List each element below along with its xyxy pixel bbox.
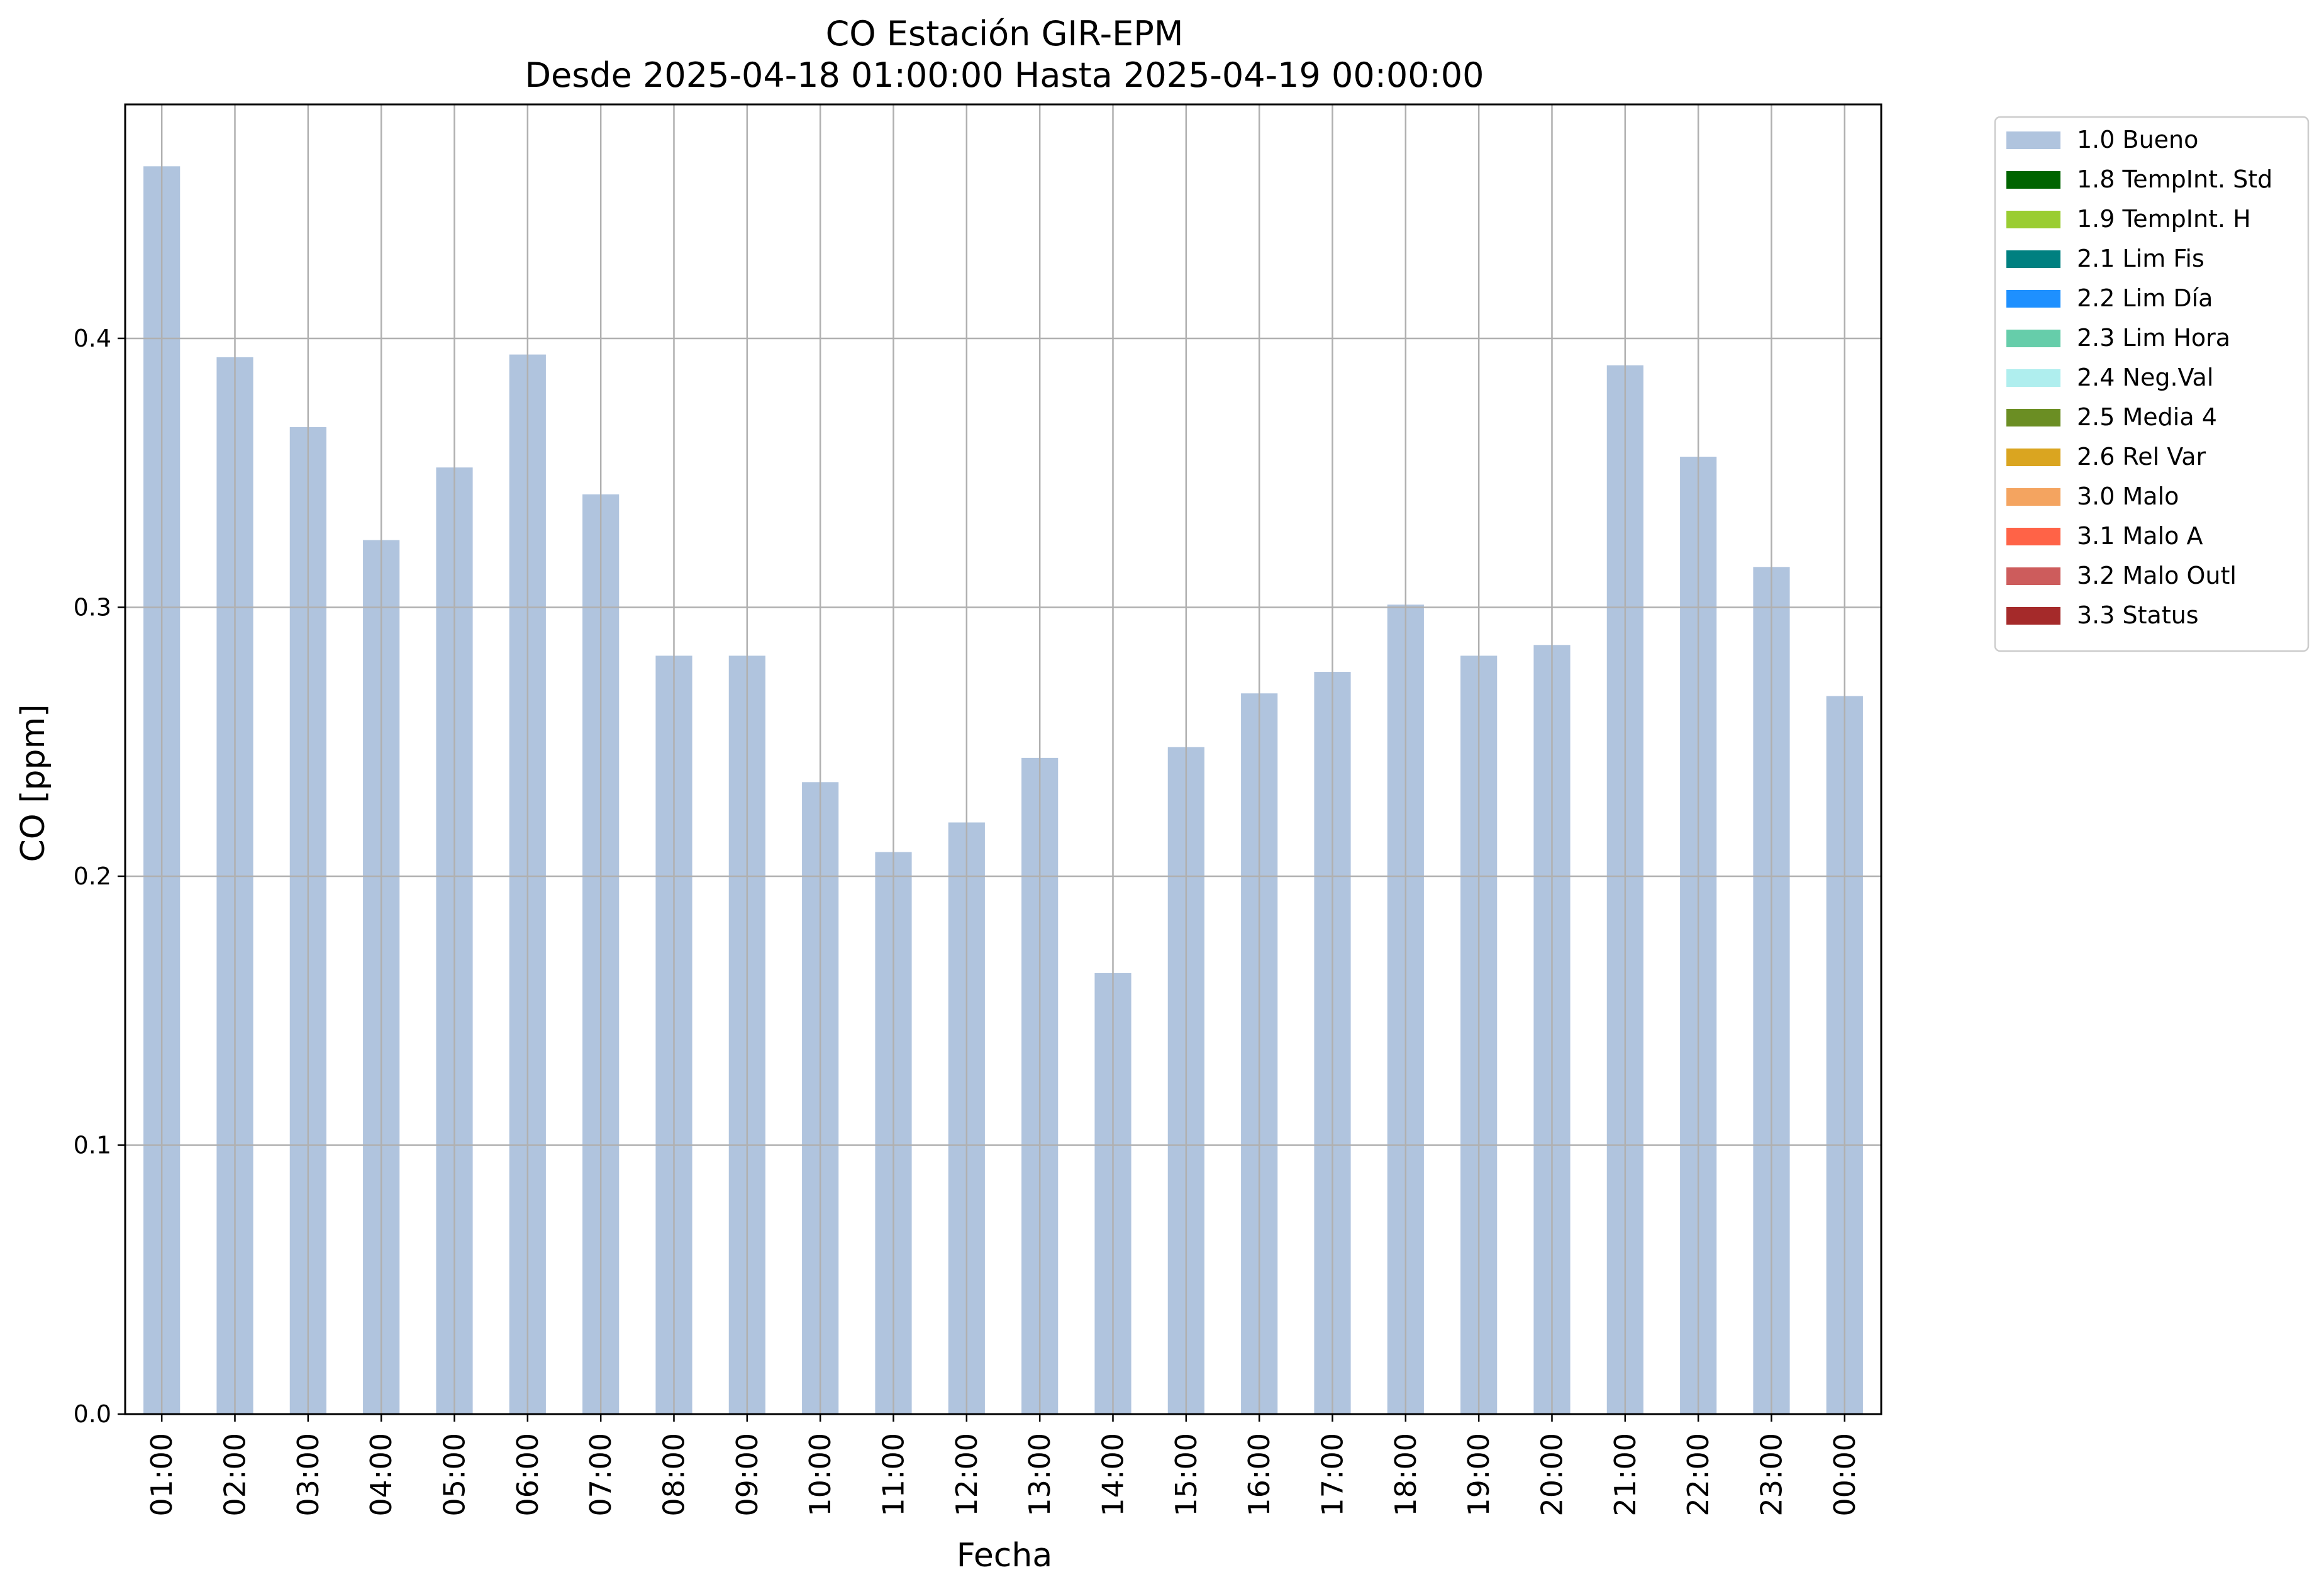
legend-label: 1.9 TempInt. H — [2077, 205, 2251, 233]
legend-swatch — [2006, 330, 2060, 347]
x-tick-label: 05:00 — [438, 1433, 472, 1517]
x-tick-label: 23:00 — [1755, 1433, 1789, 1517]
x-tick-label: 02:00 — [218, 1433, 252, 1517]
legend-label: 2.2 Lim Día — [2077, 284, 2213, 312]
legend-label: 2.5 Media 4 — [2077, 403, 2217, 431]
legend-label: 2.3 Lim Hora — [2077, 324, 2230, 352]
chart-subtitle: Desde 2025-04-18 01:00:00 Hasta 2025-04-… — [525, 55, 1484, 95]
y-tick-label: 0.1 — [74, 1131, 111, 1159]
x-tick-label: 15:00 — [1169, 1433, 1203, 1517]
x-tick-label: 01:00 — [145, 1433, 179, 1517]
x-tick-label: 17:00 — [1316, 1433, 1350, 1517]
legend-label: 1.0 Bueno — [2077, 126, 2198, 153]
y-tick-label: 0.3 — [74, 593, 111, 621]
x-axis-label: Fecha — [957, 1537, 1052, 1574]
legend-label: 2.1 Lim Fis — [2077, 245, 2204, 272]
legend-swatch — [2006, 607, 2060, 625]
y-tick-label: 0.0 — [74, 1400, 111, 1428]
x-tick-label: 11:00 — [877, 1433, 911, 1517]
legend-label: 2.6 Rel Var — [2077, 443, 2206, 471]
legend-swatch — [2006, 567, 2060, 585]
y-axis-label: CO [ppm] — [14, 704, 52, 862]
x-tick-label: 00:00 — [1828, 1433, 1862, 1517]
x-tick-label: 22:00 — [1681, 1433, 1715, 1517]
x-tick-label: 07:00 — [584, 1433, 618, 1517]
x-tick-label: 13:00 — [1023, 1433, 1057, 1517]
y-tick-label: 0.4 — [74, 325, 111, 352]
legend-swatch — [2006, 131, 2060, 149]
y-axis: 0.0 0.1 0.2 0.3 0.4 — [74, 325, 125, 1428]
legend-swatch — [2006, 290, 2060, 308]
legend-swatch — [2006, 449, 2060, 466]
legend-swatch — [2006, 211, 2060, 228]
y-tick-label: 0.2 — [74, 862, 111, 890]
legend: 1.0 Bueno 1.8 TempInt. Std 1.9 TempInt. H 2… — [1994, 116, 2310, 652]
x-tick-label: 12:00 — [950, 1433, 984, 1517]
x-axis: 01:00 02:00 03:00 04:00 05:00 06:00 07:00 08:00… — [145, 1414, 1862, 1517]
x-tick-label: 08:00 — [657, 1433, 691, 1517]
x-tick-label: 21:00 — [1608, 1433, 1642, 1517]
legend-label: 3.2 Malo Outl — [2077, 562, 2237, 589]
legend-swatch — [2006, 171, 2060, 189]
legend-swatch — [2006, 250, 2060, 268]
bars-layer — [143, 166, 1863, 1415]
legend-swatch — [2006, 369, 2060, 387]
grid-layer — [125, 104, 1881, 1415]
legend-box — [1994, 116, 2310, 652]
x-tick-label: 03:00 — [291, 1433, 325, 1517]
x-tick-label: 20:00 — [1535, 1433, 1569, 1517]
legend-label: 3.0 Malo — [2077, 482, 2179, 510]
x-tick-label: 06:00 — [511, 1433, 545, 1517]
legend-swatch — [2006, 528, 2060, 545]
legend-label: 1.8 TempInt. Std — [2077, 165, 2272, 193]
x-tick-label: 14:00 — [1096, 1433, 1130, 1517]
legend-label: 3.3 Status — [2077, 601, 2199, 629]
x-tick-label: 04:00 — [364, 1433, 398, 1517]
plot-frame — [124, 103, 1882, 1415]
x-tick-label: 19:00 — [1462, 1433, 1496, 1517]
legend-label: 2.4 Neg.Val — [2077, 364, 2213, 391]
legend-label: 3.1 Malo A — [2077, 522, 2203, 550]
x-tick-label: 09:00 — [730, 1433, 764, 1517]
x-tick-label: 10:00 — [803, 1433, 837, 1517]
legend-swatch — [2006, 488, 2060, 506]
legend-swatch — [2006, 409, 2060, 426]
chart-title: CO Estación GIR-EPM — [826, 14, 1184, 53]
x-tick-label: 18:00 — [1389, 1433, 1423, 1517]
x-tick-label: 16:00 — [1242, 1433, 1276, 1517]
